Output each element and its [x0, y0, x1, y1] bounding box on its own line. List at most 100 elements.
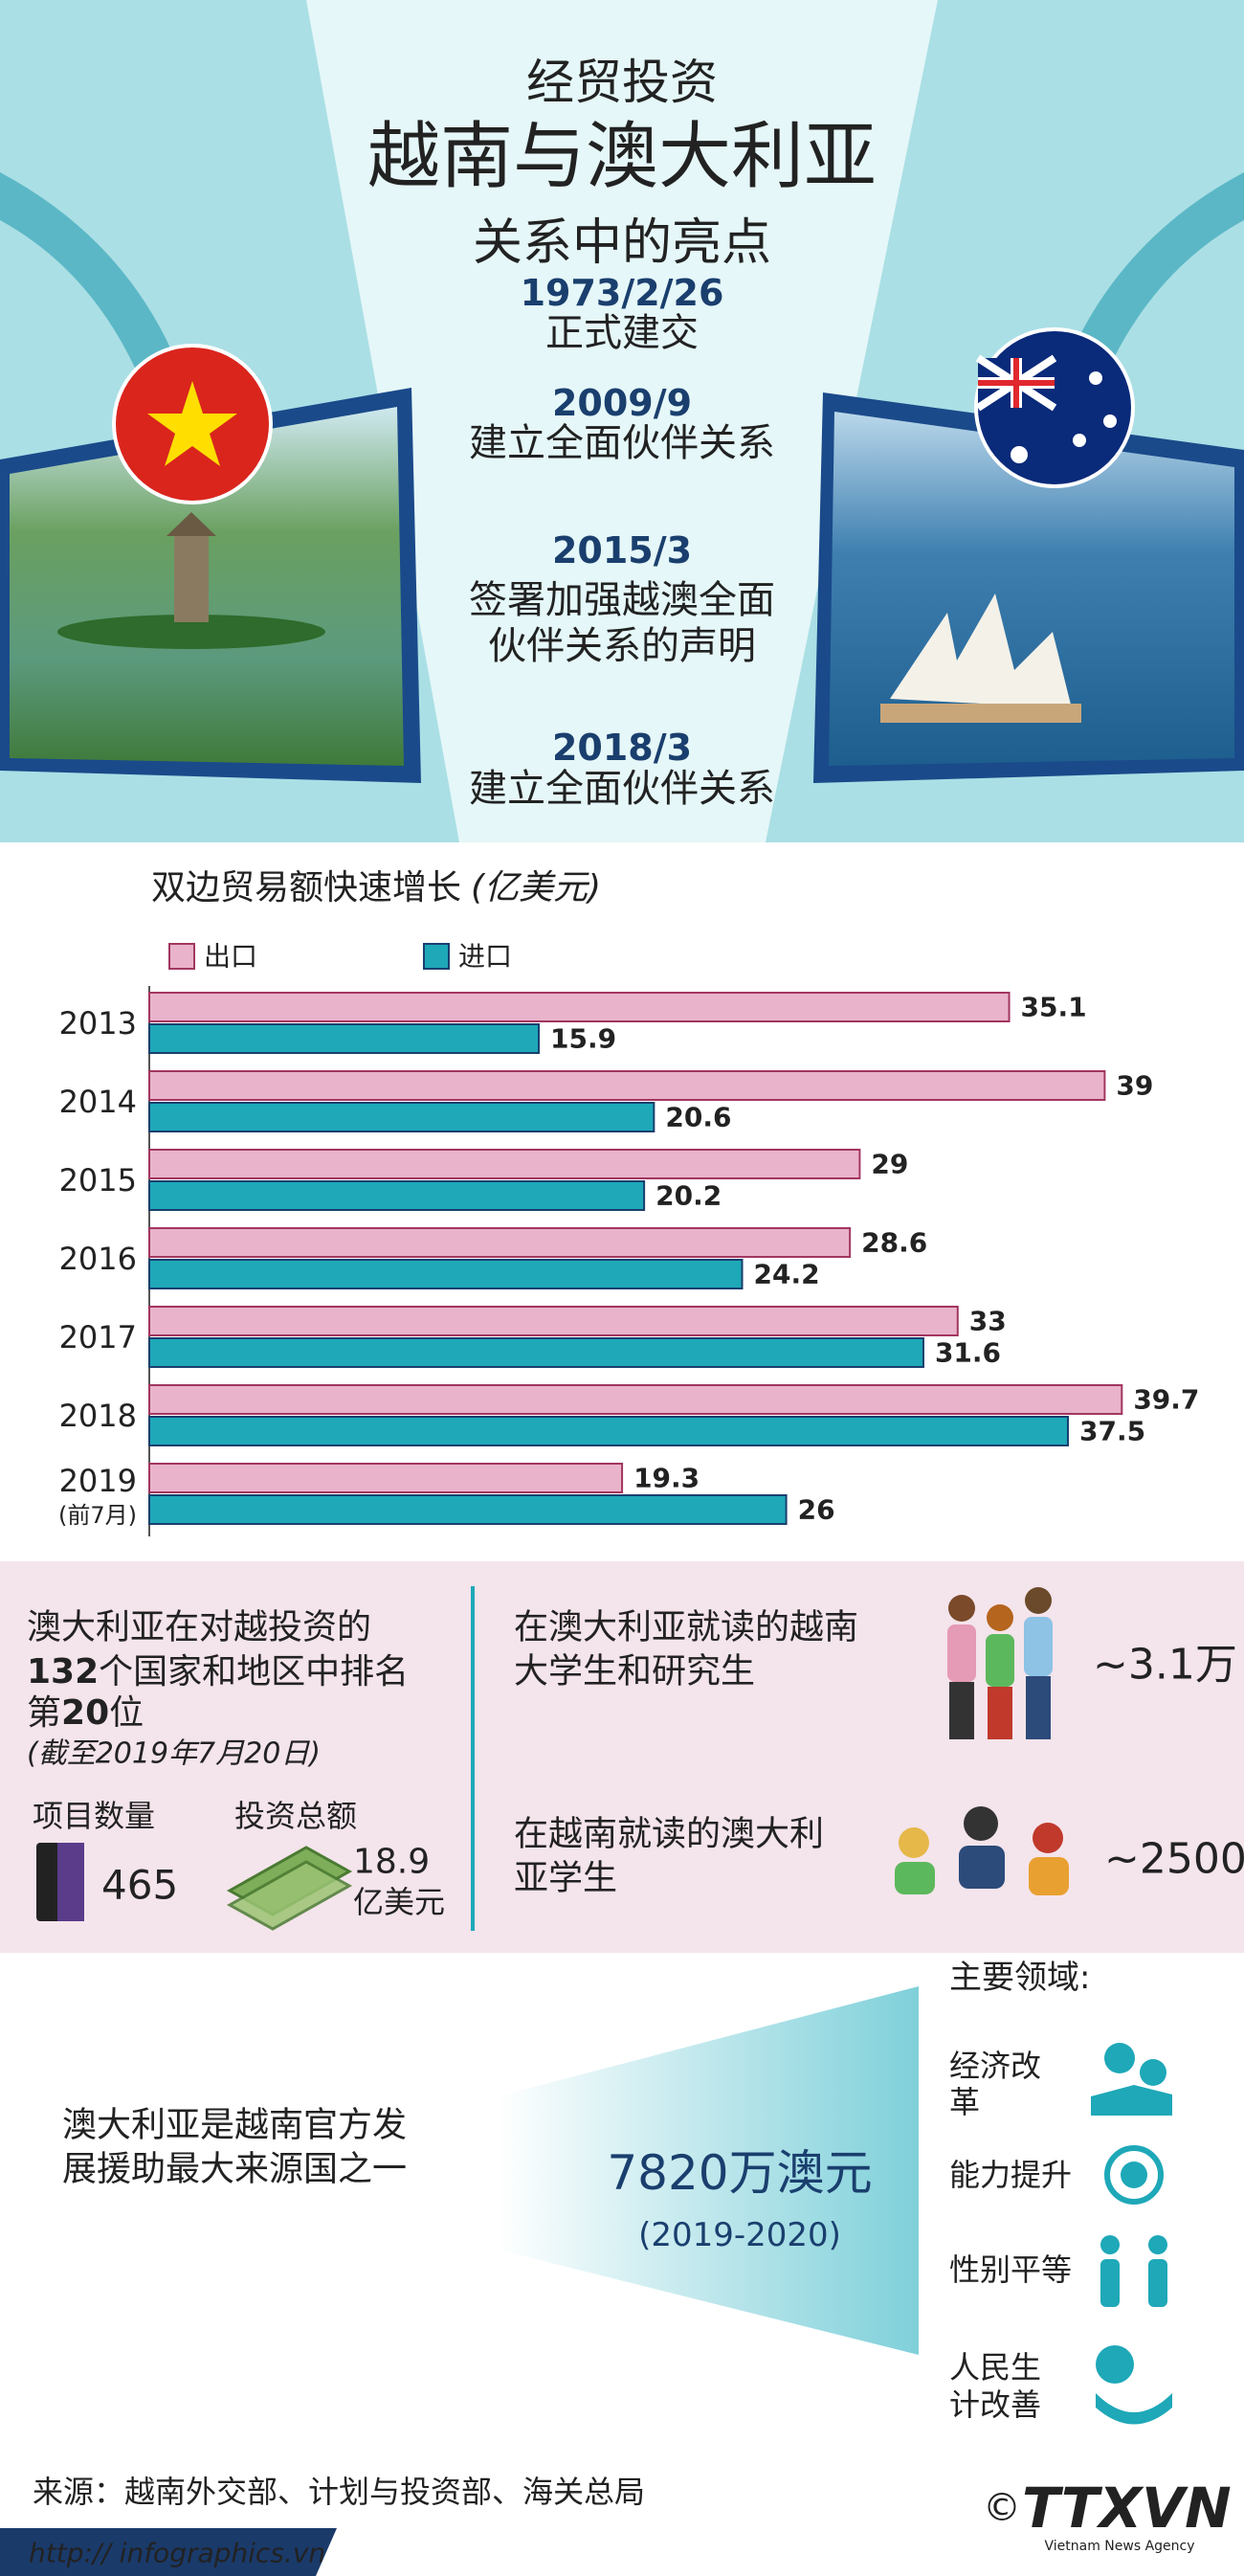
logo: TTXVN [1022, 2475, 1232, 2541]
invest-text: 位 [109, 1693, 144, 1733]
students-icon [947, 1587, 1053, 1739]
area-text: 人民生 [949, 2349, 1041, 2386]
legend-swatch [423, 943, 450, 970]
bar [148, 992, 1011, 1022]
agency: Vietnam News Agency [1044, 2539, 1194, 2554]
area-icons [1091, 2043, 1172, 2425]
bar [148, 1149, 861, 1179]
tower [174, 536, 209, 622]
value-label: 33 [969, 1306, 1007, 1337]
projects-value: 465 [101, 1862, 178, 1909]
flag-star [1103, 414, 1117, 428]
source: 来源：越南外交部、计划与投资部、海关总局 [33, 2474, 645, 2510]
bar [148, 1023, 541, 1054]
bar [148, 1463, 624, 1493]
legend-label: 出口 [204, 941, 257, 973]
area-text: 革 [949, 2084, 980, 2120]
category-label: 2018 [59, 1398, 137, 1434]
url-band [0, 2528, 337, 2576]
opera-base [880, 704, 1081, 723]
value-label: 15.9 [550, 1023, 616, 1055]
value-label: 24.2 [754, 1259, 820, 1290]
timeline-text: 建立全面伙伴关系 [469, 767, 775, 811]
timeline-text: 建立全面伙伴关系 [469, 421, 775, 465]
value-label: 20.6 [665, 1102, 731, 1133]
timeline-text: 伙伴关系的声明 [488, 624, 756, 668]
value-label: 39.7 [1133, 1384, 1199, 1416]
timeline-date: 2018/3 [552, 727, 692, 769]
bar [148, 1070, 1106, 1101]
students-text: 大学生和研究生 [514, 1652, 755, 1691]
value-label: 28.6 [861, 1227, 927, 1259]
invest-text: 澳大利亚在对越投资的 [27, 1608, 371, 1647]
students-icon [895, 1806, 1069, 1895]
value-label: 19.3 [633, 1463, 700, 1494]
timeline-date: 1973/2/26 [521, 272, 724, 314]
invest-text: 第 [27, 1693, 61, 1733]
value-label: 26 [798, 1494, 835, 1526]
oda-text: 展援助最大来源国之一 [62, 2150, 407, 2189]
legend-label: 进口 [458, 941, 512, 973]
invest-number: 132 [27, 1652, 99, 1691]
students-value: ~3.1万 [1093, 1641, 1237, 1690]
projects-label: 项目数量 [33, 1798, 155, 1834]
bar [148, 1337, 924, 1368]
tower-roof [167, 512, 216, 536]
area-text: 能力提升 [949, 2157, 1072, 2193]
chart-title-line: 双边贸易额快速增长 (亿美元) [151, 868, 601, 907]
flag-star [1089, 371, 1102, 385]
bar [148, 1384, 1123, 1415]
server-icon-side [57, 1843, 84, 1921]
invest-text: 个国家和地区中排名 [99, 1652, 409, 1691]
bar [148, 1102, 655, 1132]
area-text: 性别平等 [949, 2251, 1072, 2288]
category-label-line: 2019 [59, 1463, 137, 1499]
students-text: 在越南就读的澳大利 [514, 1815, 824, 1854]
bar [148, 1306, 959, 1336]
oda-text: 澳大利亚是越南官方发 [62, 2106, 407, 2145]
opera-house [890, 594, 1072, 708]
oda-beam [498, 1986, 919, 2355]
chart-title: 双边贸易额快速增长 [151, 868, 461, 907]
students-text: 在澳大利亚就读的越南 [514, 1608, 858, 1647]
timeline-date: 2009/9 [552, 382, 692, 424]
invest-text: 132个国家和地区中排名 [27, 1652, 409, 1691]
category-label: 2015 [59, 1162, 137, 1198]
bar [148, 1180, 646, 1211]
category-label: 2014 [59, 1084, 137, 1120]
money-icon [226, 1860, 353, 1931]
value-label: 20.2 [655, 1180, 722, 1212]
category-label: 2013 [59, 1005, 137, 1042]
value-label: 37.5 [1079, 1416, 1145, 1447]
students-text: 亚学生 [514, 1859, 617, 1898]
value-label: 31.6 [935, 1337, 1001, 1369]
flag-star [1073, 434, 1086, 447]
bar [148, 1259, 744, 1289]
invest-text: 第20位 [27, 1693, 144, 1733]
amount-unit: 亿美元 [353, 1884, 445, 1920]
value-label: 29 [871, 1149, 908, 1180]
value-label: 35.1 [1021, 992, 1087, 1023]
students-value: ~2500 [1104, 1835, 1244, 1884]
bar [148, 1494, 788, 1525]
oda-period: (2019-2020) [638, 2216, 841, 2254]
category-label: 2017 [59, 1319, 137, 1355]
area-text: 计改善 [949, 2386, 1041, 2423]
url: http:// infographics.vn [29, 2538, 325, 2569]
invest-note: (截至2019年7月20日) [27, 1737, 321, 1771]
bar [148, 1227, 852, 1258]
flag-star [147, 381, 237, 466]
decor-arc [0, 172, 191, 412]
amount-label: 投资总额 [234, 1798, 357, 1834]
legend-swatch [168, 943, 195, 970]
area-text: 经济改 [949, 2048, 1041, 2084]
subtitle: 关系中的亮点 [473, 214, 771, 272]
island [57, 615, 325, 649]
light-beam [306, 0, 938, 842]
flag-star [1011, 446, 1028, 463]
timeline-text: 正式建交 [545, 311, 699, 355]
copyright: © [983, 2486, 1021, 2530]
category-label-line: (前7月) [58, 1502, 137, 1529]
